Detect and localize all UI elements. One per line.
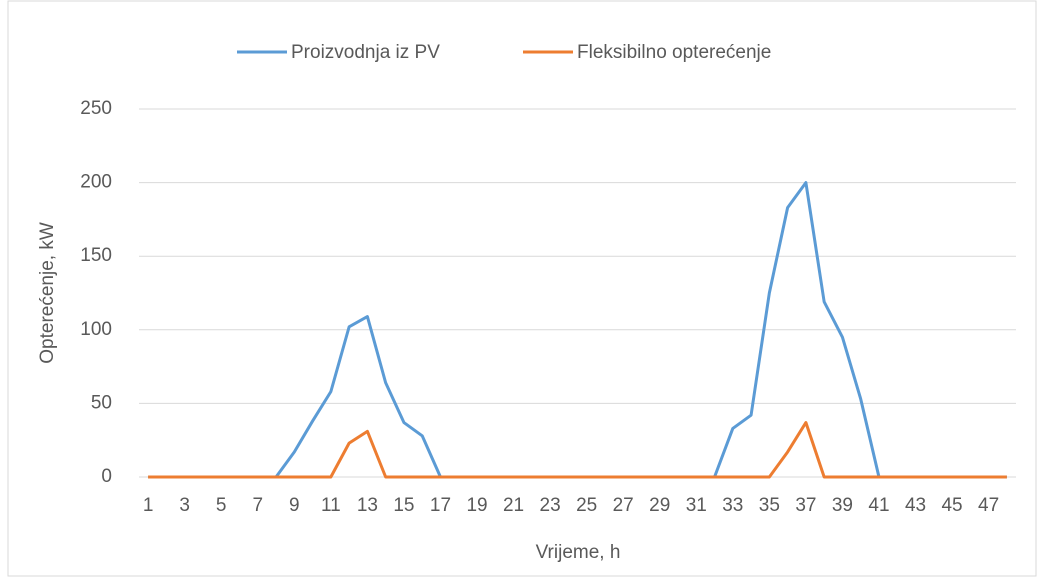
x-axis-label: Vrijeme, h <box>536 542 621 563</box>
y-tick-label: 150 <box>80 245 112 266</box>
x-tick-label: 33 <box>722 495 743 516</box>
x-tick-label: 39 <box>832 495 853 516</box>
line-series <box>148 421 1007 479</box>
x-tick-label: 25 <box>576 495 597 516</box>
x-tick-label: 19 <box>466 495 487 516</box>
x-tick-label: 15 <box>393 495 414 516</box>
x-tick-label: 9 <box>289 495 300 516</box>
x-tick-label: 45 <box>941 495 962 516</box>
x-tick-label: 13 <box>357 495 378 516</box>
y-tick-label: 0 <box>101 466 112 487</box>
chart-border <box>7 0 1037 577</box>
x-tick-label: 27 <box>613 495 634 516</box>
y-tick-label: 200 <box>80 172 112 193</box>
x-tick-label: 41 <box>868 495 889 516</box>
y-tick-label: 250 <box>80 98 112 119</box>
legend-label: Proizvodnja iz PV <box>291 42 440 63</box>
x-tick-label: 43 <box>905 495 926 516</box>
x-tick-label: 23 <box>540 495 561 516</box>
y-tick-label: 50 <box>91 392 112 413</box>
x-tick-label: 31 <box>686 495 707 516</box>
x-tick-label: 11 <box>321 495 341 516</box>
x-tick-label: 21 <box>503 495 524 516</box>
x-tick-label: 1 <box>143 495 154 516</box>
x-tick-label: 37 <box>795 495 816 516</box>
x-tick-label: 29 <box>649 495 670 516</box>
legend-label: Fleksibilno opterećenje <box>577 42 771 63</box>
x-tick-label: 3 <box>179 495 190 516</box>
y-tick-label: 100 <box>80 319 112 340</box>
x-tick-label: 17 <box>430 495 451 516</box>
x-tick-label: 35 <box>759 495 780 516</box>
x-tick-label: 47 <box>978 495 999 516</box>
x-tick-label: 5 <box>216 495 227 516</box>
y-axis-label: Opterećenje, kW <box>37 222 58 364</box>
x-tick-label: 7 <box>252 495 263 516</box>
